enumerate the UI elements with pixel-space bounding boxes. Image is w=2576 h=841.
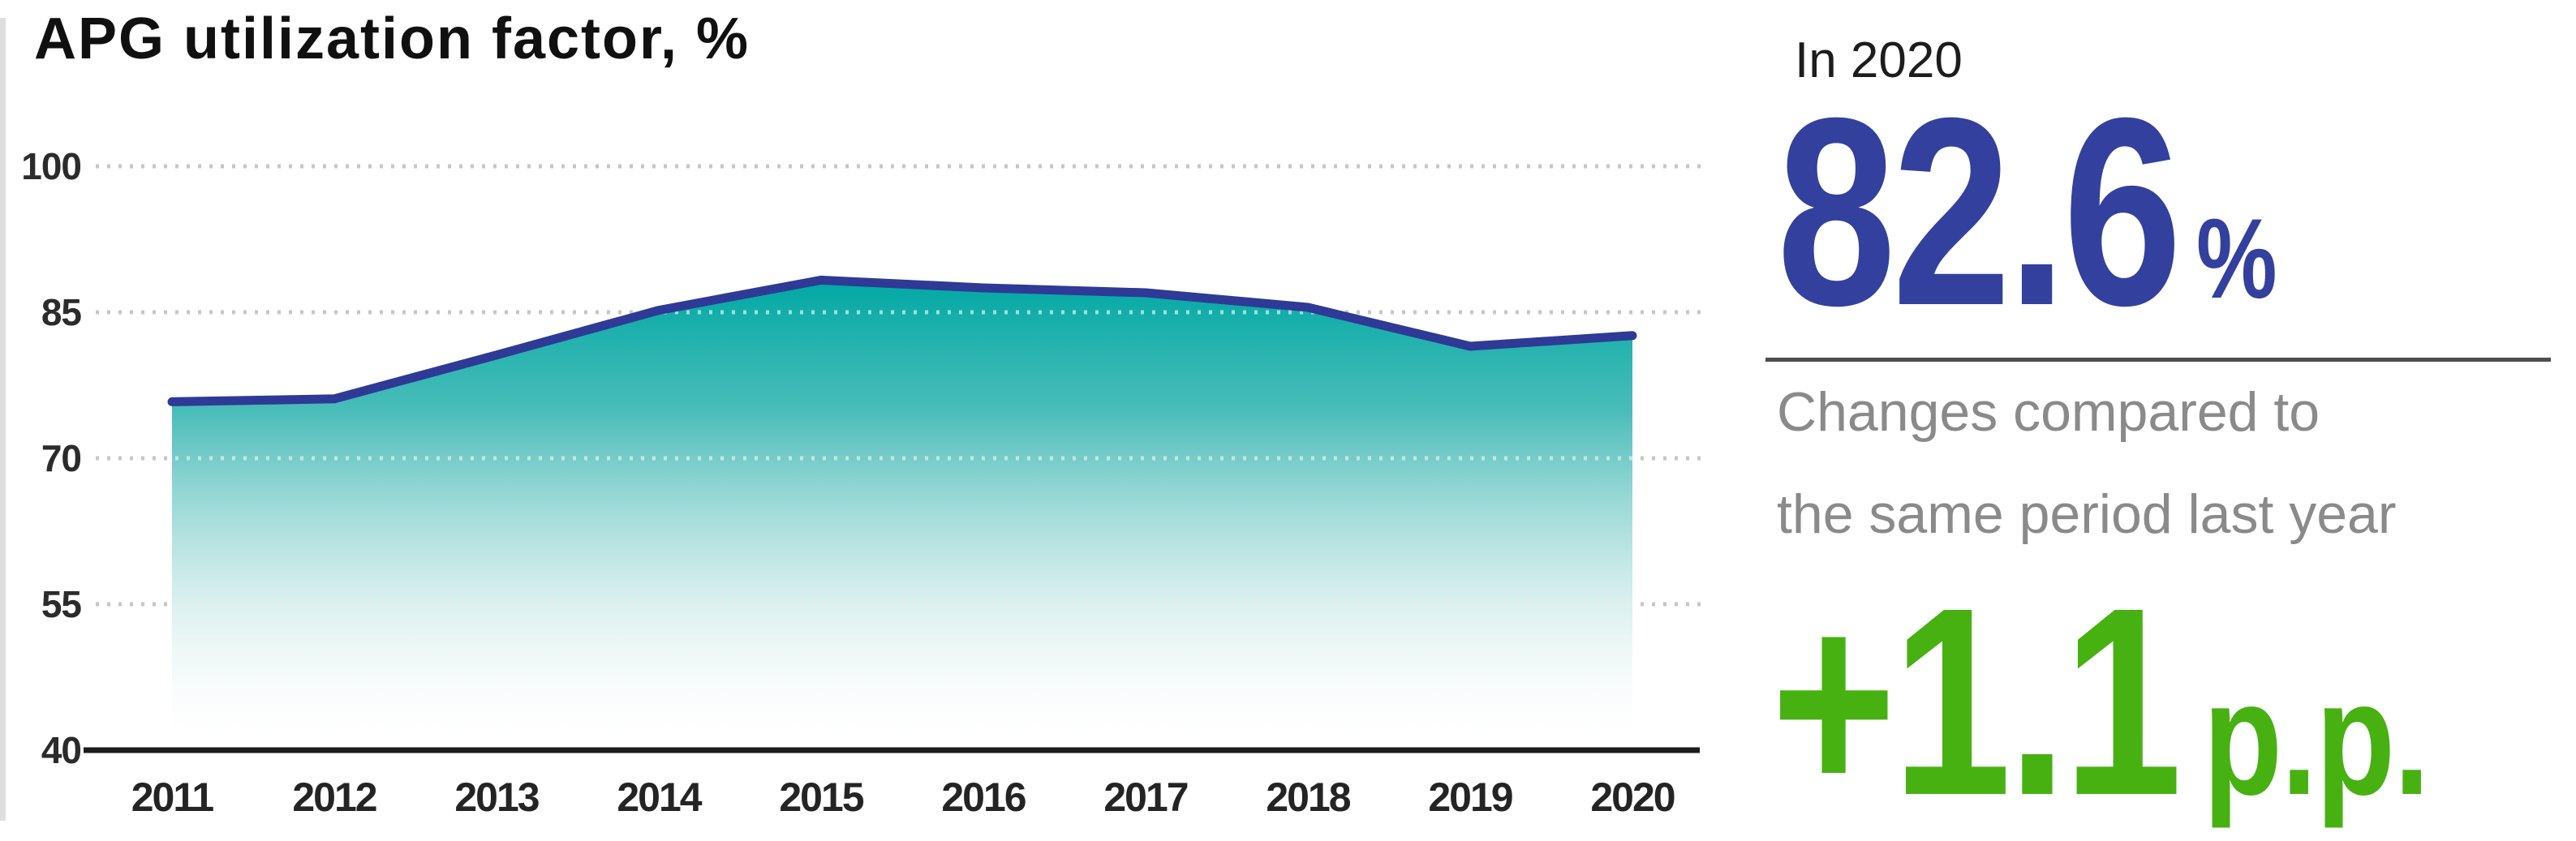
x-tick-2011: 2011 xyxy=(131,774,214,820)
kpi-value-row: 82.6 % xyxy=(1777,78,2277,345)
x-tick-2013: 2013 xyxy=(454,774,538,820)
x-tick-2015: 2015 xyxy=(779,774,863,820)
utilization-area-chart: 100 85 70 55 40 2011 2012 2013 2014 2015… xyxy=(21,145,1701,820)
x-tick-2018: 2018 xyxy=(1266,774,1350,820)
x-tick-2012: 2012 xyxy=(292,774,376,820)
chart-title: APG utilization factor, % xyxy=(34,6,750,71)
x-tick-2016: 2016 xyxy=(941,774,1025,820)
kpi-side-panel: In 2020 82.6 % Changes compared to the s… xyxy=(1744,0,2576,841)
y-tick-100: 100 xyxy=(21,145,81,187)
kpi-change-row: +1.1 p.p. xyxy=(1771,551,2430,841)
x-tick-2017: 2017 xyxy=(1103,774,1187,820)
left-edge-artifact xyxy=(0,18,6,821)
area-fill xyxy=(172,280,1632,747)
kpi-change-unit: p.p. xyxy=(2203,648,2430,829)
y-tick-40: 40 xyxy=(41,729,81,771)
kpi-value-unit: % xyxy=(2196,195,2277,322)
kpi-change-value: +1.1 xyxy=(1771,551,2183,841)
divider-line xyxy=(1765,358,2551,362)
x-tick-2019: 2019 xyxy=(1428,774,1512,820)
change-caption-line1: Changes compared to xyxy=(1777,381,2320,443)
period-label: In 2020 xyxy=(1795,32,1963,88)
kpi-value: 82.6 xyxy=(1777,62,2182,361)
x-tick-2014: 2014 xyxy=(617,774,702,820)
change-caption-line2: the same period last year xyxy=(1777,483,2397,545)
trend-line xyxy=(167,275,1637,406)
y-tick-55: 55 xyxy=(41,583,82,625)
x-tick-2020: 2020 xyxy=(1590,774,1674,820)
y-tick-85: 85 xyxy=(41,291,82,333)
y-tick-70: 70 xyxy=(41,437,81,479)
